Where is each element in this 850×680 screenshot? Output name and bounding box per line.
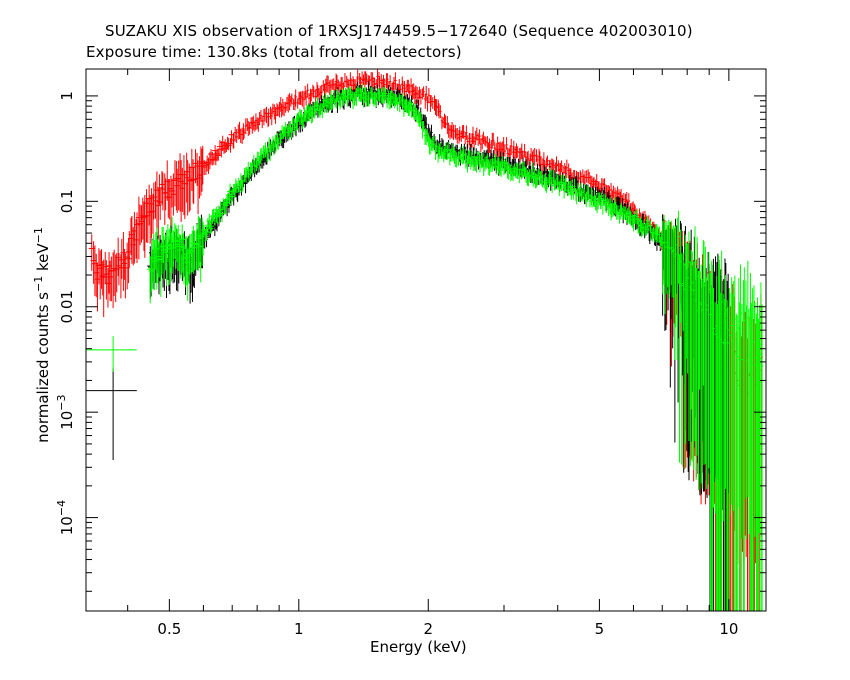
data-series-layer: [86, 69, 764, 611]
chart-subtitle: Exposure time: 130.8ks (total from all d…: [86, 43, 462, 61]
y-tick-label: 10−3: [55, 395, 76, 430]
x-tick-label: 5: [595, 620, 605, 638]
y-axis-label-unit-exponent: −1: [32, 227, 45, 244]
x-tick-label: 2: [423, 620, 433, 638]
y-axis-label-unit: keV: [34, 243, 52, 276]
y-axis-label-text: normalized counts s: [34, 292, 52, 443]
y-tick-label: 0.1: [58, 189, 76, 213]
y-tick-label: 0.01: [58, 290, 76, 323]
x-tick-label: 10: [719, 620, 738, 638]
series-2: [86, 83, 764, 611]
series-1: [86, 81, 730, 611]
plot-frame: [85, 68, 767, 612]
y-axis-label: normalized counts s−1 keV−1: [32, 227, 52, 443]
chart-title: SUZAKU XIS observation of 1RXSJ174459.5−…: [105, 22, 693, 40]
y-axis-label-exponent: −1: [32, 275, 45, 293]
y-tick-label: 1: [58, 91, 76, 101]
x-axis-label: Energy (keV): [370, 638, 467, 656]
x-tick-label: 0.5: [157, 620, 181, 638]
axes-layer: 0.5 1 2 5 10 1 0.1 0.01 10−3 10−4: [55, 68, 767, 638]
y-tick-label: 10−4: [55, 500, 76, 535]
x-tick-label: 1: [294, 620, 304, 638]
series-0: [88, 69, 764, 611]
